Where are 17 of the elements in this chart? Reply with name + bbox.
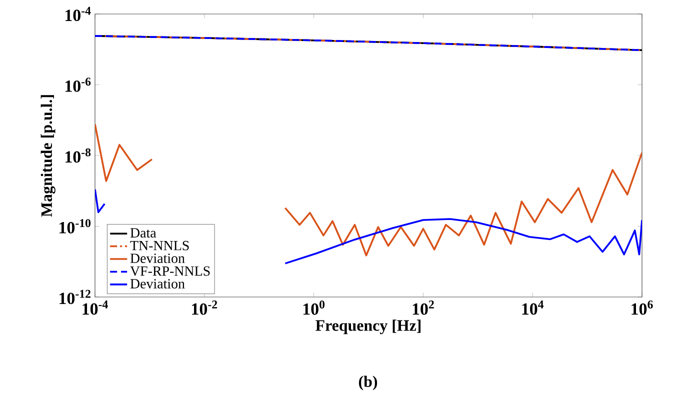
y-tick-label: 10$^{-8}$ bbox=[66, 148, 91, 163]
x-tick-label: 10$^{2}$ bbox=[412, 300, 434, 315]
legend-label: Data bbox=[130, 228, 156, 238]
x-tick-label: 10$^{4}$ bbox=[522, 300, 544, 315]
x-tick-label: 10$^{-2}$ bbox=[192, 300, 218, 315]
legend-label: VF-RP-NNLS bbox=[130, 266, 210, 276]
legend-label: Deviation bbox=[130, 254, 185, 264]
legend-label: Deviation bbox=[130, 279, 185, 288]
y-tick-label: 10$^{-4}$ bbox=[66, 6, 91, 22]
y-axis-title: Magnitude [p.u.l.] bbox=[40, 95, 56, 217]
legend-label: TN-NNLS bbox=[130, 240, 189, 250]
x-axis-title: Frequency [Hz] bbox=[316, 320, 421, 334]
x-tick-label: 10$^{6}$ bbox=[632, 300, 653, 315]
x-tick-label: 10$^{0}$ bbox=[303, 300, 325, 315]
y-tick-label: 10$^{-6}$ bbox=[66, 78, 91, 92]
text: (b) bbox=[358, 376, 378, 390]
y-tick-label: 10$^{-10}$ bbox=[60, 219, 91, 234]
